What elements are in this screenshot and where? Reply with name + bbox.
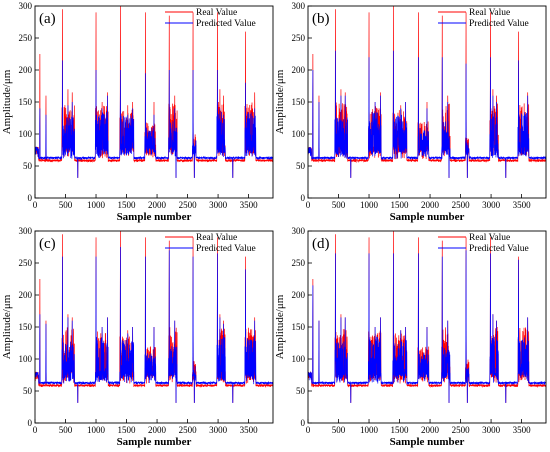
x-tick-label: 0: [33, 425, 38, 435]
x-tick-label: 500: [59, 425, 73, 435]
y-tick-label: 100: [19, 354, 33, 364]
x-axis-title: Sample number: [117, 436, 192, 448]
x-tick-label: 500: [332, 200, 346, 210]
y-tick-label: 250: [292, 33, 306, 43]
x-tick-label: 2000: [421, 425, 440, 435]
x-tick-label: 500: [332, 425, 346, 435]
y-axis-title: Amplitude/μm: [274, 294, 286, 359]
y-tick-label: 300: [19, 226, 33, 236]
x-axis-title: Sample number: [390, 211, 465, 223]
x-tick-label: 1000: [87, 425, 106, 435]
x-tick-label: 1000: [360, 425, 379, 435]
x-tick-label: 0: [306, 425, 311, 435]
y-tick-label: 0: [301, 418, 306, 428]
panel-label: (b): [312, 11, 330, 27]
panel-a: 0 500 1000 1500 2000 2500 3000 3500 0 50 100 150 200…: [1, 1, 274, 223]
panel-c: 0 500 1000 1500 2000 2500 3000 3500 0 50 100 150 200…: [1, 226, 274, 448]
x-axis-title: Sample number: [390, 436, 465, 448]
x-axis-title: Sample number: [117, 211, 192, 223]
x-tick-label: 2000: [148, 425, 167, 435]
x-tick-label: 1500: [391, 425, 410, 435]
series-line-predicted-value: [35, 60, 273, 178]
y-tick-label: 0: [301, 193, 306, 203]
panel-label: (d): [312, 236, 330, 252]
x-tick-label: 2000: [421, 200, 440, 210]
x-tick-label: 1000: [87, 200, 106, 210]
y-axis-title: Amplitude/μm: [1, 69, 13, 134]
legend-entry: Real Value: [469, 8, 510, 18]
y-tick-label: 250: [292, 258, 306, 268]
legend-entry: Predicted Value: [196, 244, 256, 254]
y-tick-label: 150: [19, 97, 33, 107]
y-tick-label: 100: [292, 129, 306, 139]
y-tick-label: 200: [19, 65, 33, 75]
legend-entry: Real Value: [469, 233, 510, 243]
x-tick-label: 3500: [513, 425, 532, 435]
x-tick-label: 2000: [148, 200, 167, 210]
y-tick-label: 0: [28, 193, 33, 203]
y-tick-label: 150: [292, 97, 306, 107]
x-tick-label: 3500: [240, 425, 259, 435]
x-tick-label: 0: [33, 200, 38, 210]
y-tick-label: 250: [19, 258, 33, 268]
series-line-predicted-value: [35, 246, 273, 403]
legend-entry: Real Value: [196, 233, 237, 243]
series-line-predicted-value: [308, 50, 546, 178]
x-tick-label: 3000: [482, 425, 501, 435]
y-tick-label: 150: [19, 322, 33, 332]
y-tick-label: 0: [28, 418, 33, 428]
x-tick-label: 2500: [179, 425, 198, 435]
x-tick-label: 3000: [209, 425, 228, 435]
legend-entry: Predicted Value: [469, 19, 529, 29]
x-tick-label: 0: [306, 200, 311, 210]
x-tick-label: 1500: [391, 200, 410, 210]
y-tick-label: 50: [296, 161, 306, 171]
series-line-real-value: [308, 231, 546, 403]
x-tick-label: 1000: [360, 200, 379, 210]
panel-b: 0 500 1000 1500 2000 2500 3000 3500 0 50 100 150 200…: [274, 1, 547, 223]
panel-d: 0 500 1000 1500 2000 2500 3000 3500 0 50 100 150 200…: [274, 226, 547, 448]
y-tick-label: 200: [292, 290, 306, 300]
y-axis-title: Amplitude/μm: [274, 69, 286, 134]
panel-label: (c): [39, 236, 56, 252]
y-tick-label: 150: [292, 322, 306, 332]
y-tick-label: 50: [296, 386, 306, 396]
y-tick-label: 200: [19, 290, 33, 300]
y-tick-label: 100: [292, 354, 306, 364]
y-tick-label: 200: [292, 65, 306, 75]
y-tick-label: 250: [19, 33, 33, 43]
y-tick-label: 300: [292, 226, 306, 236]
x-tick-label: 500: [59, 200, 73, 210]
series-line-predicted-value: [308, 250, 546, 403]
y-tick-label: 100: [19, 129, 33, 139]
y-tick-label: 300: [19, 1, 33, 11]
x-tick-label: 3000: [482, 200, 501, 210]
y-axis-title: Amplitude/μm: [1, 294, 13, 359]
y-tick-label: 50: [23, 161, 33, 171]
x-tick-label: 3000: [209, 200, 228, 210]
x-tick-label: 2500: [452, 200, 471, 210]
x-tick-label: 3500: [513, 200, 532, 210]
x-tick-label: 1500: [118, 425, 137, 435]
legend-entry: Real Value: [196, 8, 237, 18]
x-tick-label: 1500: [118, 200, 137, 210]
legend-entry: Predicted Value: [469, 244, 529, 254]
y-tick-label: 50: [23, 386, 33, 396]
panel-label: (a): [39, 11, 56, 27]
x-tick-label: 2500: [452, 425, 471, 435]
legend-entry: Predicted Value: [196, 19, 256, 29]
y-tick-label: 300: [292, 1, 306, 11]
x-tick-label: 3500: [240, 200, 259, 210]
x-tick-label: 2500: [179, 200, 198, 210]
